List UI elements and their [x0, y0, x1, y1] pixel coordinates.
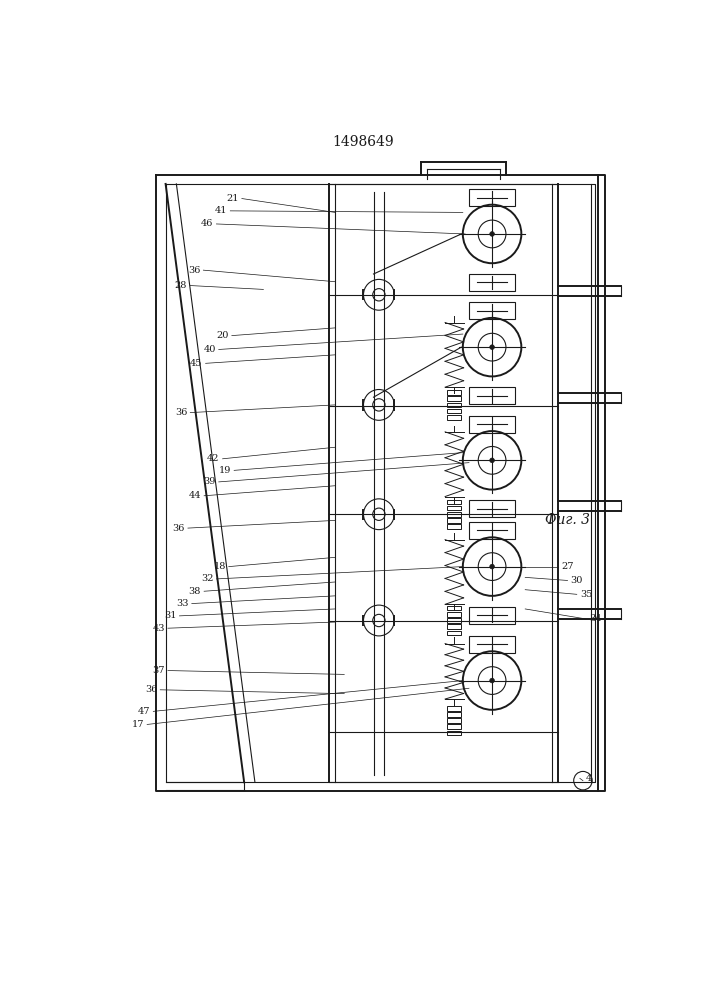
Text: 32: 32 [201, 574, 214, 583]
Bar [448, 612, 461, 617]
Bar [448, 409, 461, 413]
Text: 19: 19 [218, 466, 231, 475]
Text: 45: 45 [190, 359, 203, 368]
Bar [448, 512, 461, 517]
Text: 46: 46 [201, 219, 214, 228]
Bar [469, 302, 515, 319]
Text: 21: 21 [226, 194, 239, 203]
Bar [448, 396, 461, 401]
Text: 47: 47 [138, 707, 151, 716]
Text: 17: 17 [132, 720, 144, 729]
Bar [448, 524, 461, 529]
Text: 37: 37 [153, 666, 165, 675]
Circle shape [490, 458, 494, 463]
Bar [469, 607, 515, 624]
Bar [448, 415, 461, 420]
Bar [448, 618, 461, 623]
Bar [448, 706, 461, 711]
Text: 40: 40 [204, 345, 216, 354]
Text: 1498649: 1498649 [332, 135, 394, 149]
Text: 41: 41 [215, 206, 227, 215]
Circle shape [490, 345, 494, 349]
Bar [469, 387, 515, 404]
Bar [448, 518, 461, 523]
Text: 28: 28 [175, 281, 187, 290]
Text: 42: 42 [207, 454, 220, 463]
Text: 36: 36 [173, 524, 185, 533]
Text: 35: 35 [580, 590, 592, 599]
Bar [448, 712, 461, 717]
Bar [448, 506, 461, 510]
Text: 31: 31 [164, 611, 177, 620]
Text: 36: 36 [145, 685, 157, 694]
Bar [448, 624, 461, 629]
Bar [448, 718, 461, 723]
Bar [469, 500, 515, 517]
Bar [448, 631, 461, 635]
Bar [469, 189, 515, 206]
Text: 43: 43 [153, 624, 165, 633]
Text: Фиг. 3: Фиг. 3 [545, 513, 590, 527]
Text: 38: 38 [189, 587, 201, 596]
Circle shape [490, 564, 494, 569]
Text: 4: 4 [586, 774, 592, 783]
Text: 18: 18 [214, 562, 226, 571]
Text: 39: 39 [204, 477, 216, 486]
Text: 27: 27 [561, 562, 574, 571]
Text: 44: 44 [189, 491, 201, 500]
Bar [469, 636, 515, 653]
Circle shape [490, 678, 494, 683]
Text: 36: 36 [188, 266, 200, 275]
Bar [448, 403, 461, 407]
Text: 30: 30 [571, 576, 583, 585]
Bar [448, 500, 461, 504]
Text: 36: 36 [175, 408, 187, 417]
Bar [469, 522, 515, 539]
Bar [448, 724, 461, 729]
Text: 20: 20 [216, 331, 229, 340]
Bar [448, 731, 461, 735]
Bar [469, 416, 515, 433]
Circle shape [490, 232, 494, 236]
Bar [448, 390, 461, 395]
Text: 34: 34 [589, 614, 602, 623]
Bar [448, 606, 461, 610]
Bar [469, 274, 515, 291]
Text: 33: 33 [176, 599, 189, 608]
